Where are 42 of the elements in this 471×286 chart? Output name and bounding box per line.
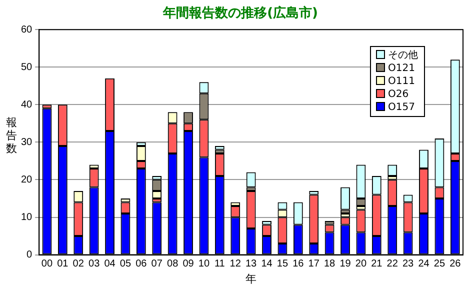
x-tick-label: 26 — [450, 258, 462, 270]
chart-title: 年間報告数の推移(広島市) — [162, 5, 318, 22]
x-tick-label: 02 — [72, 258, 84, 270]
y-tick-label: 30 — [21, 136, 33, 148]
x-tick-label: 15 — [276, 258, 288, 270]
x-tick-label: 21 — [371, 258, 383, 270]
x-tick-label: 20 — [355, 258, 367, 270]
x-tick-label: 23 — [402, 258, 414, 270]
legend-label: O157 — [388, 102, 415, 113]
x-tick-label: 24 — [418, 258, 430, 270]
legend-label: O121 — [388, 63, 415, 74]
x-tick-label: 16 — [292, 258, 304, 270]
y-tick-label: 20 — [21, 174, 33, 186]
x-tick-label: 10 — [198, 258, 210, 270]
x-tick-label: 22 — [386, 258, 398, 270]
legend-label: O26 — [388, 89, 409, 100]
y-tick-label: 60 — [21, 24, 33, 36]
x-tick-label: 01 — [57, 258, 69, 270]
y-tick-label: 50 — [21, 62, 33, 73]
x-tick-label: 09 — [182, 258, 194, 270]
y-tick-label: 10 — [21, 212, 33, 224]
x-tick-label: 11 — [214, 258, 226, 270]
y-axis-title: 報告数 — [5, 116, 18, 155]
x-axis-title: 年 — [246, 273, 257, 286]
x-tick-label: 07 — [151, 258, 163, 270]
x-tick-label: 12 — [230, 258, 242, 270]
x-tick-label: 18 — [324, 258, 336, 270]
x-tick-label: 03 — [88, 258, 100, 270]
x-tick-label: 04 — [104, 258, 116, 270]
y-tick-label: 40 — [21, 99, 33, 110]
x-tick-label: 17 — [308, 258, 320, 270]
x-tick-label: 13 — [246, 258, 258, 270]
legend-label: O111 — [388, 76, 415, 87]
x-tick-label: 14 — [261, 258, 273, 270]
x-tick-label: 08 — [167, 258, 179, 270]
x-tick-label: 06 — [136, 258, 148, 270]
x-tick-label: 25 — [434, 258, 446, 270]
x-tick-label: 19 — [340, 258, 352, 270]
legend-label: その他 — [388, 50, 418, 61]
x-tick-label: 00 — [41, 258, 53, 270]
x-tick-label: 05 — [120, 258, 132, 270]
y-tick-label: 0 — [26, 250, 33, 261]
